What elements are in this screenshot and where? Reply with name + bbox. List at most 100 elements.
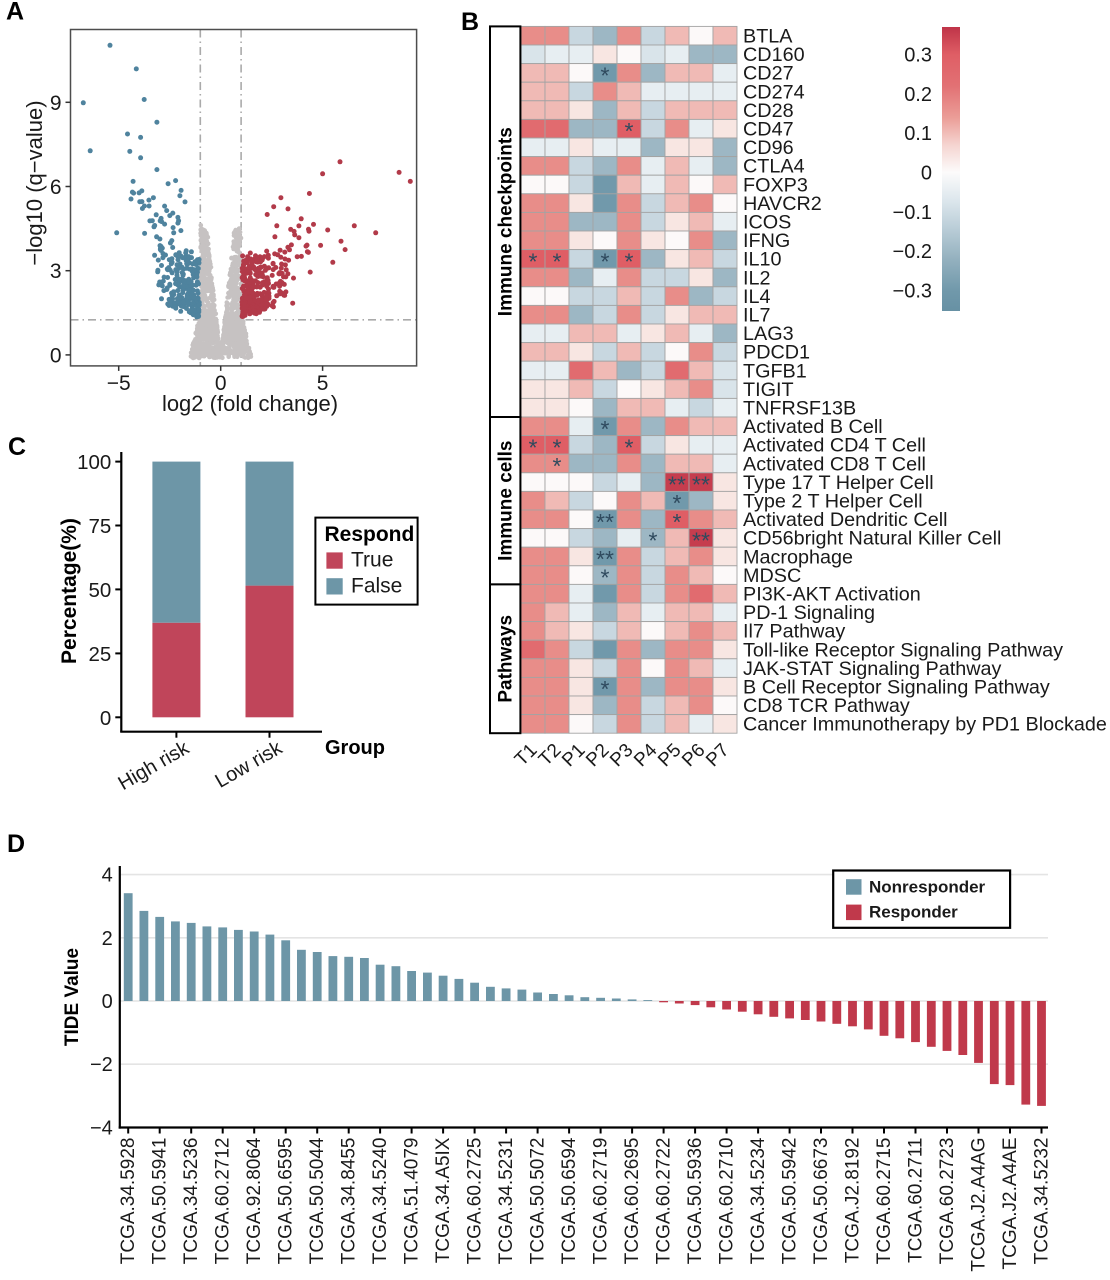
svg-text:TCGA.50.5072: TCGA.50.5072 <box>528 1138 549 1265</box>
svg-text:*: * <box>553 453 562 479</box>
svg-text:TCGA.50.6673: TCGA.50.6673 <box>811 1138 832 1265</box>
svg-text:TCGA.60.2725: TCGA.60.2725 <box>465 1138 486 1265</box>
svg-text:PD-1 Signaling: PD-1 Signaling <box>743 602 875 624</box>
svg-text:TIDE Value: TIDE Value <box>62 948 83 1046</box>
svg-text:*: * <box>601 676 610 702</box>
svg-text:Activated Dendritic Cell: Activated Dendritic Cell <box>743 509 948 531</box>
svg-text:TNFRSF13B: TNFRSF13B <box>743 398 856 420</box>
svg-text:0.3: 0.3 <box>904 45 932 67</box>
svg-text:*: * <box>553 248 562 274</box>
svg-text:TCGA.50.5044: TCGA.50.5044 <box>307 1137 328 1264</box>
svg-text:Cancer Immunotherapy by PD1 Bl: Cancer Immunotherapy by PD1 Blockade <box>743 714 1107 736</box>
svg-text:−0.1: −0.1 <box>893 202 932 224</box>
svg-text:**: ** <box>668 472 686 498</box>
svg-text:Type 17 T Helper Cell: Type 17 T Helper Cell <box>743 472 934 494</box>
svg-text:TCGA.34.A5IX: TCGA.34.A5IX <box>433 1137 454 1263</box>
svg-text:0: 0 <box>215 372 227 395</box>
svg-text:TCGA.34.5236: TCGA.34.5236 <box>181 1138 202 1265</box>
svg-text:TCGA.34.5231: TCGA.34.5231 <box>496 1138 517 1265</box>
svg-text:Activated CD4 T Cell: Activated CD4 T Cell <box>743 435 926 457</box>
svg-text:D: D <box>7 830 25 858</box>
svg-text:TCGA.50.5941: TCGA.50.5941 <box>150 1138 171 1265</box>
svg-text:TGFB1: TGFB1 <box>743 360 807 382</box>
svg-text:PDCD1: PDCD1 <box>743 342 810 364</box>
svg-text:TCGA.J2.8192: TCGA.J2.8192 <box>843 1138 864 1264</box>
svg-text:CTLA4: CTLA4 <box>743 156 805 178</box>
svg-text:−log10 (q−value): −log10 (q−value) <box>22 100 47 265</box>
svg-text:False: False <box>351 574 402 597</box>
svg-text:TCGA.60.2695: TCGA.60.2695 <box>622 1138 643 1265</box>
svg-text:*: * <box>601 416 610 442</box>
svg-text:Immune cells: Immune cells <box>496 441 517 561</box>
svg-text:TCGA.92.8064: TCGA.92.8064 <box>244 1137 265 1264</box>
svg-text:0.2: 0.2 <box>904 84 932 106</box>
svg-text:**: ** <box>692 472 710 498</box>
svg-text:IFNG: IFNG <box>743 230 790 252</box>
svg-text:*: * <box>625 248 634 274</box>
svg-text:**: ** <box>692 527 710 553</box>
svg-text:25: 25 <box>88 643 111 666</box>
svg-text:TCGA.60.2723: TCGA.60.2723 <box>937 1138 958 1265</box>
svg-text:Immune checkpoints: Immune checkpoints <box>496 127 517 316</box>
svg-text:PI3K-AKT Activation: PI3K-AKT Activation <box>743 584 921 606</box>
svg-text:*: * <box>673 509 682 535</box>
svg-text:4: 4 <box>102 865 113 887</box>
svg-text:HAVCR2: HAVCR2 <box>743 193 822 215</box>
svg-text:CD56bright Natural Killer Cell: CD56bright Natural Killer Cell <box>743 528 1001 550</box>
svg-text:Respond: Respond <box>325 523 415 546</box>
svg-text:*: * <box>553 434 562 460</box>
svg-text:A: A <box>6 0 24 26</box>
svg-text:**: ** <box>596 509 614 535</box>
svg-text:CD8 TCR Pathway: CD8 TCR Pathway <box>743 695 910 717</box>
svg-text:TCGA.50.5936: TCGA.50.5936 <box>685 1138 706 1265</box>
svg-text:0: 0 <box>102 991 113 1013</box>
svg-text:0: 0 <box>100 707 111 730</box>
svg-text:Type 2 T Helper Cell: Type 2 T Helper Cell <box>743 491 923 513</box>
svg-text:TCGA.60.2712: TCGA.60.2712 <box>213 1138 234 1265</box>
svg-text:TCGA.51.4079: TCGA.51.4079 <box>402 1138 423 1265</box>
svg-text:*: * <box>625 118 634 144</box>
svg-text:IL7: IL7 <box>743 305 771 327</box>
svg-text:CD96: CD96 <box>743 137 794 159</box>
svg-text:JAK-STAT Signaling Pathway: JAK-STAT Signaling Pathway <box>743 658 1001 680</box>
svg-text:Activated B Cell: Activated B Cell <box>743 416 883 438</box>
svg-text:*: * <box>601 248 610 274</box>
svg-text:*: * <box>529 248 538 274</box>
svg-text:100: 100 <box>77 451 111 474</box>
svg-text:CD28: CD28 <box>743 100 794 122</box>
svg-text:5: 5 <box>317 372 329 395</box>
svg-text:**: ** <box>596 546 614 572</box>
svg-text:TCGA.J2.A4AG: TCGA.J2.A4AG <box>969 1138 990 1272</box>
svg-text:0: 0 <box>50 344 62 367</box>
svg-text:BTLA: BTLA <box>743 26 793 48</box>
svg-text:TCGA.60.2710: TCGA.60.2710 <box>717 1138 738 1265</box>
svg-text:Activated CD8 T Cell: Activated CD8 T Cell <box>743 453 926 475</box>
svg-text:TIGIT: TIGIT <box>743 379 794 401</box>
svg-text:TCGA.60.2715: TCGA.60.2715 <box>874 1138 895 1265</box>
svg-text:TCGA.50.5942: TCGA.50.5942 <box>780 1138 801 1265</box>
svg-text:CD27: CD27 <box>743 63 794 85</box>
svg-text:CD47: CD47 <box>743 119 794 141</box>
svg-text:log2 (fold change): log2 (fold change) <box>162 391 338 416</box>
svg-text:TCGA.60.2722: TCGA.60.2722 <box>654 1138 675 1265</box>
svg-text:50: 50 <box>88 579 111 602</box>
svg-text:TCGA.34.5232: TCGA.34.5232 <box>1032 1138 1053 1265</box>
svg-text:3: 3 <box>50 260 62 283</box>
svg-text:IL2: IL2 <box>743 267 771 289</box>
svg-text:TCGA.J2.A4AE: TCGA.J2.A4AE <box>1000 1138 1021 1270</box>
svg-text:−0.2: −0.2 <box>893 241 932 263</box>
svg-text:−5: −5 <box>107 372 131 395</box>
svg-text:−2: −2 <box>90 1054 113 1076</box>
svg-text:True: True <box>351 549 393 572</box>
svg-text:Macrophage: Macrophage <box>743 546 853 568</box>
svg-text:6: 6 <box>50 176 62 199</box>
svg-text:*: * <box>625 434 634 460</box>
svg-text:TCGA.34.5928: TCGA.34.5928 <box>118 1138 139 1265</box>
svg-text:TCGA.34.5234: TCGA.34.5234 <box>748 1137 769 1264</box>
svg-text:−0.3: −0.3 <box>893 280 932 302</box>
svg-text:IL4: IL4 <box>743 286 771 308</box>
svg-text:C: C <box>8 433 26 461</box>
svg-text:−4: −4 <box>90 1117 113 1139</box>
svg-text:2: 2 <box>102 928 113 950</box>
svg-text:Group: Group <box>325 737 385 759</box>
